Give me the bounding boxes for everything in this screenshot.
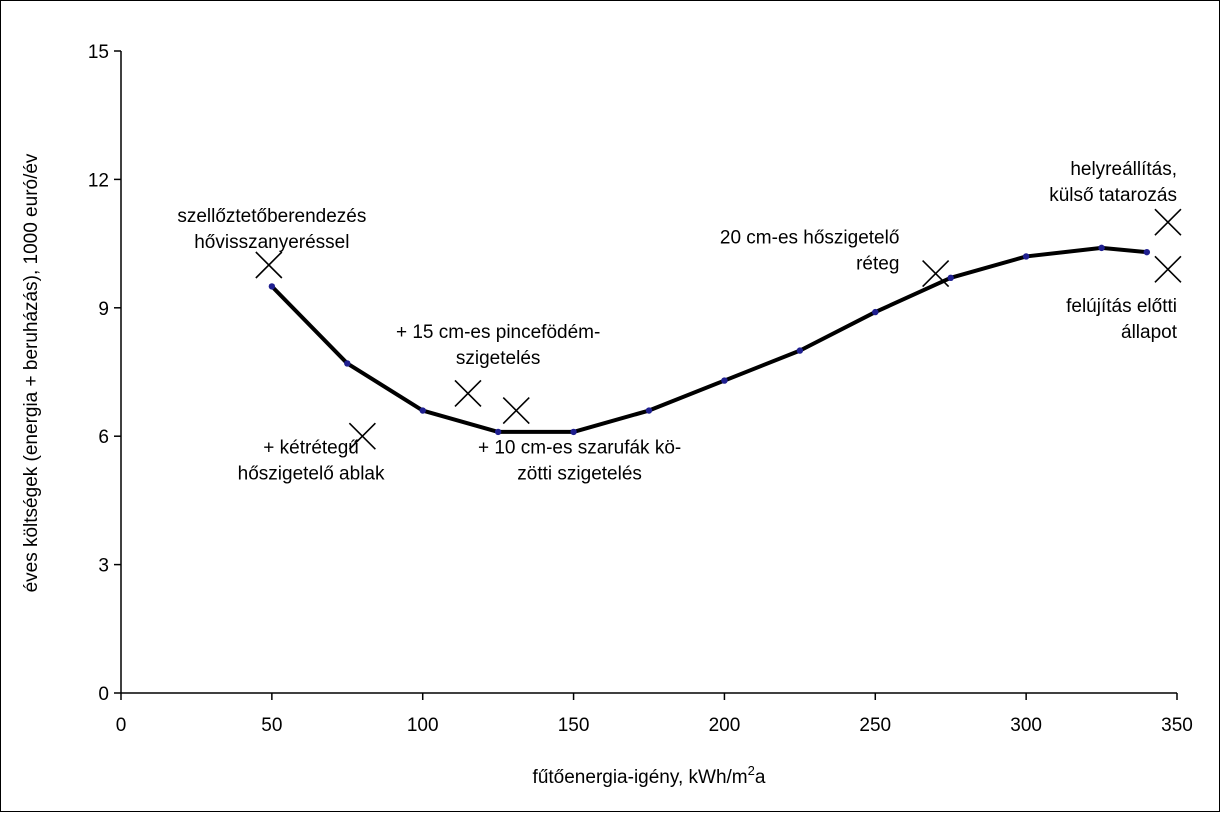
x-tick-label: 150 xyxy=(558,715,590,736)
annotation-line: + kétrétegű xyxy=(263,437,359,458)
x-tick-label: 0 xyxy=(116,715,127,736)
annotation-line: állapot xyxy=(1121,322,1178,343)
cross-marker xyxy=(255,251,283,279)
annotation: szellőztetőberendezés hővisszanyeréssel xyxy=(177,206,366,253)
annotation-line: szigetelés xyxy=(456,348,541,369)
annotation-line: helyreállítás, xyxy=(1070,159,1177,180)
axes xyxy=(120,51,1177,694)
cross-marker xyxy=(454,379,482,407)
data-point xyxy=(796,347,804,354)
data-point xyxy=(1143,248,1151,256)
annotation-line: réteg xyxy=(856,254,899,275)
annotation-line: 20 cm-es hőszigetelő xyxy=(720,228,900,249)
cross-stroke xyxy=(1154,208,1182,236)
annotation-line: hőszigetelő ablak xyxy=(238,463,385,484)
annotation: + 15 cm-es pincefödém-szigetelés xyxy=(396,322,600,369)
data-point xyxy=(344,360,351,367)
annotation-line: külső tatarozás xyxy=(1049,185,1177,206)
x-axis-label: fűtőenergia-igény, kWh/m2a xyxy=(533,763,766,788)
cross-stroke xyxy=(255,251,283,279)
cross-marker xyxy=(348,422,376,450)
y-tick-label: 0 xyxy=(98,684,109,705)
cross-marker xyxy=(502,396,530,425)
annotation: felújítás előtti állapot xyxy=(1066,296,1178,343)
data-point xyxy=(570,428,577,436)
annotation-line: hővisszanyeréssel xyxy=(194,232,349,253)
annotation: helyreállítás, külső tatarozás xyxy=(1049,159,1177,206)
cross-marker xyxy=(922,259,950,288)
cross-stroke xyxy=(348,422,376,450)
data-point xyxy=(721,377,728,384)
y-tick-label: 6 xyxy=(98,427,109,448)
cross-marker xyxy=(1154,255,1182,283)
data-point xyxy=(419,407,426,414)
cross-marker xyxy=(1154,208,1182,236)
x-tick-label: 300 xyxy=(1010,715,1042,736)
cross-stroke xyxy=(922,259,950,288)
x-tick-label: 200 xyxy=(709,715,741,736)
series xyxy=(268,244,1151,436)
annotation-line: + 10 cm-es szarufák kö- xyxy=(478,437,681,458)
x-tick-label: 100 xyxy=(407,715,439,736)
y-tick-label: 12 xyxy=(88,170,109,191)
data-point xyxy=(1022,253,1030,260)
data-point xyxy=(872,308,879,316)
annotation: + 10 cm-es szarufák kö-zötti szigetelés xyxy=(478,437,681,484)
y-tick-label: 3 xyxy=(98,556,109,577)
annotation-line: + 15 cm-es pincefödém- xyxy=(396,322,600,343)
x-tick-label: 250 xyxy=(859,715,891,736)
data-point xyxy=(268,283,276,290)
cross-stroke xyxy=(1154,255,1182,283)
cross-stroke xyxy=(502,396,530,425)
annotation-line: szellőztetőberendezés xyxy=(177,206,366,227)
data-point xyxy=(645,407,653,414)
data-point xyxy=(947,274,954,282)
annotation-line: zötti szigetelés xyxy=(517,463,642,484)
data-point xyxy=(1098,244,1105,252)
y-tick-label: 15 xyxy=(88,42,109,63)
y-axis-label: éves költségek (energia + beruházás), 10… xyxy=(21,153,42,592)
x-tick-label: 350 xyxy=(1161,715,1193,736)
data-point xyxy=(494,428,502,436)
annotation: + kétrétegű hőszigetelő ablak xyxy=(238,437,385,484)
markers xyxy=(255,208,1182,450)
x-tick-label: 50 xyxy=(261,715,282,736)
annotation-line: felújítás előtti xyxy=(1066,296,1177,317)
annotations: szellőztetőberendezés hővisszanyeréssel + … xyxy=(177,159,1177,484)
annotation: 20 cm-es hőszigetelő réteg xyxy=(720,228,900,275)
cross-stroke xyxy=(454,379,482,407)
y-tick-label: 9 xyxy=(98,299,109,320)
